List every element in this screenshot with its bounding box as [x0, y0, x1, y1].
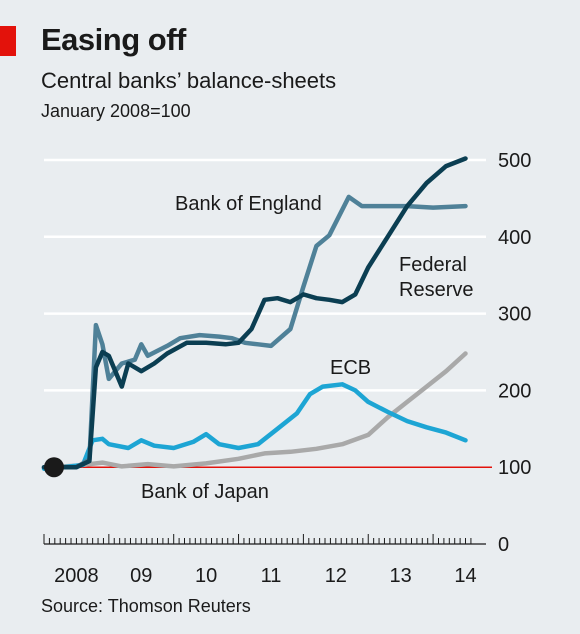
series-labels: Bank of England Federal Reserve ECB Bank of …: [141, 193, 473, 503]
series-label-ecb: ECB: [330, 357, 371, 379]
source-note: Source: Thomson Reuters: [41, 596, 251, 616]
y-tick-label-0: 0: [498, 534, 509, 556]
series-line-federal-reserve: [41, 156, 468, 470]
series-line-ecb: [41, 382, 468, 471]
chart-subtitle: Central banks’ balance-sheets: [41, 68, 337, 93]
x-tick-label-12: 12: [325, 565, 347, 587]
x-tick-label-11: 11: [261, 565, 282, 587]
x-tick-label-2008: 2008: [54, 565, 99, 587]
red-corner-tag: [0, 26, 16, 56]
series-line-bank-of-japan: [41, 351, 468, 470]
series-label-federal-reserve: Reserve: [399, 279, 473, 301]
start-point-dot: [44, 457, 64, 478]
x-tick-label-09: 09: [130, 565, 152, 587]
y-tick-label-400: 400: [498, 227, 531, 249]
y-tick-label-200: 200: [498, 380, 531, 402]
x-axis: 2008 09 10 11 12 13 14: [43, 534, 486, 587]
y-axis-ticks: 0 100 200 300 400 500: [498, 150, 531, 556]
y-tick-label-100: 100: [498, 457, 531, 479]
series-line-bank-of-england: [41, 194, 468, 470]
series-lines: [41, 156, 468, 478]
y-tick-label-300: 300: [498, 304, 531, 326]
x-tick-label-13: 13: [390, 565, 412, 587]
chart-title: Easing off: [41, 22, 186, 57]
series-label-bank-of-japan: Bank of Japan: [141, 481, 269, 503]
series-label-bank-of-england: Bank of England: [175, 193, 322, 215]
series-label-federal-reserve: Federal: [399, 254, 467, 276]
gridlines: [44, 158, 486, 392]
y-tick-label-500: 500: [498, 150, 531, 172]
index-note: January 2008=100: [41, 101, 191, 121]
x-tick-label-10: 10: [195, 565, 217, 587]
x-tick-label-14: 14: [454, 565, 476, 587]
